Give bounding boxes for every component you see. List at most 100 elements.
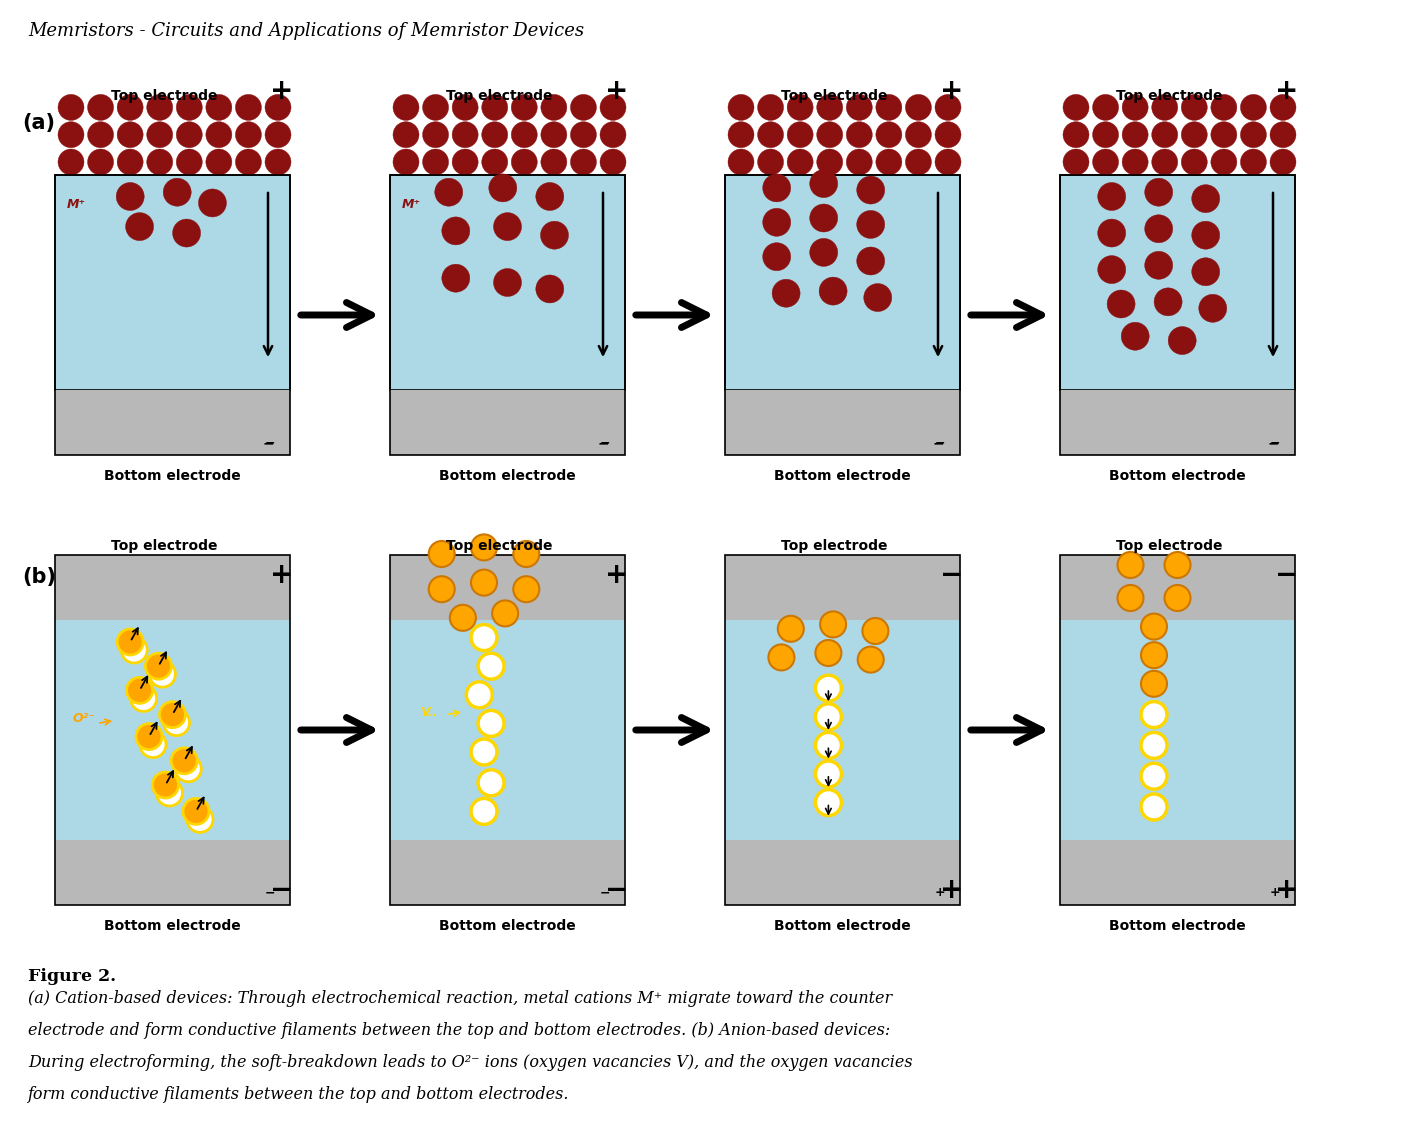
Circle shape xyxy=(1270,122,1296,148)
Bar xyxy=(391,174,625,390)
Circle shape xyxy=(1165,552,1190,577)
Text: +: + xyxy=(940,876,963,903)
Circle shape xyxy=(1141,670,1167,697)
Circle shape xyxy=(1169,326,1196,355)
Circle shape xyxy=(471,798,496,824)
Circle shape xyxy=(1270,94,1296,121)
Bar xyxy=(725,554,960,620)
Circle shape xyxy=(768,644,794,670)
Bar xyxy=(391,840,625,905)
Text: Top electrode: Top electrode xyxy=(1117,540,1222,553)
Circle shape xyxy=(601,94,626,121)
Circle shape xyxy=(147,149,172,174)
Circle shape xyxy=(493,212,522,241)
Circle shape xyxy=(876,122,902,148)
Bar xyxy=(1060,554,1294,905)
Text: +: + xyxy=(1275,876,1299,903)
Text: (b): (b) xyxy=(23,567,56,587)
Circle shape xyxy=(175,755,202,782)
Bar xyxy=(725,174,960,455)
Circle shape xyxy=(1241,122,1266,148)
Circle shape xyxy=(206,149,231,174)
Text: −: − xyxy=(598,436,609,450)
Bar xyxy=(55,174,290,455)
Circle shape xyxy=(935,122,962,148)
Bar xyxy=(725,174,960,390)
Circle shape xyxy=(121,637,147,664)
Text: −: − xyxy=(599,886,611,900)
Text: −: − xyxy=(271,876,293,903)
Circle shape xyxy=(441,264,470,293)
Circle shape xyxy=(763,242,791,271)
Circle shape xyxy=(135,723,162,750)
Text: Figure 2.: Figure 2. xyxy=(28,968,116,985)
Bar xyxy=(1060,840,1294,905)
Circle shape xyxy=(127,677,152,704)
Circle shape xyxy=(1098,183,1125,210)
Circle shape xyxy=(857,646,884,673)
Circle shape xyxy=(489,173,517,202)
Circle shape xyxy=(541,149,567,174)
Circle shape xyxy=(183,798,209,824)
Circle shape xyxy=(1098,256,1125,284)
Circle shape xyxy=(1141,701,1167,728)
Circle shape xyxy=(905,149,932,174)
Circle shape xyxy=(809,170,838,197)
Circle shape xyxy=(453,149,478,174)
Circle shape xyxy=(728,122,754,148)
Circle shape xyxy=(846,149,873,174)
Circle shape xyxy=(1093,149,1118,174)
Circle shape xyxy=(471,625,496,651)
Text: Bottom electrode: Bottom electrode xyxy=(1110,920,1246,933)
Text: +: + xyxy=(1275,77,1299,104)
Circle shape xyxy=(117,122,144,148)
Circle shape xyxy=(1191,185,1220,212)
Text: Bottom electrode: Bottom electrode xyxy=(104,470,241,483)
Circle shape xyxy=(571,149,596,174)
Circle shape xyxy=(478,653,503,680)
Text: −: − xyxy=(262,436,274,450)
Circle shape xyxy=(176,149,202,174)
Circle shape xyxy=(1145,178,1173,207)
Circle shape xyxy=(1093,122,1118,148)
Circle shape xyxy=(172,219,200,247)
Circle shape xyxy=(728,94,754,121)
Circle shape xyxy=(857,247,884,276)
Circle shape xyxy=(816,94,843,121)
Circle shape xyxy=(131,685,157,712)
Bar xyxy=(1060,554,1294,620)
Circle shape xyxy=(87,149,114,174)
Circle shape xyxy=(1211,122,1237,148)
Circle shape xyxy=(393,94,419,121)
Circle shape xyxy=(265,94,290,121)
Bar xyxy=(55,554,290,620)
Text: Bottom electrode: Bottom electrode xyxy=(774,920,911,933)
Bar xyxy=(1060,174,1294,390)
Text: −: − xyxy=(932,436,943,450)
Circle shape xyxy=(876,149,902,174)
Text: +: + xyxy=(935,886,945,900)
Circle shape xyxy=(450,605,475,630)
Circle shape xyxy=(176,94,202,121)
Circle shape xyxy=(171,747,197,774)
Circle shape xyxy=(159,701,186,728)
Circle shape xyxy=(512,122,537,148)
Circle shape xyxy=(1141,763,1167,789)
Bar xyxy=(725,620,960,840)
Bar xyxy=(391,554,625,905)
Text: Top electrode: Top electrode xyxy=(781,90,888,103)
Circle shape xyxy=(140,731,166,758)
Bar xyxy=(1060,620,1294,840)
Text: −: − xyxy=(605,876,629,903)
Circle shape xyxy=(467,682,492,708)
Bar xyxy=(391,554,625,620)
Text: +: + xyxy=(1269,886,1280,900)
Circle shape xyxy=(1098,219,1125,247)
Text: −: − xyxy=(1268,436,1279,450)
Circle shape xyxy=(147,122,172,148)
Circle shape xyxy=(905,94,932,121)
Circle shape xyxy=(1141,732,1167,759)
Text: Memristors - Circuits and Applications of Memristor Devices: Memristors - Circuits and Applications o… xyxy=(28,22,584,40)
Circle shape xyxy=(1063,94,1089,121)
Circle shape xyxy=(876,94,902,121)
